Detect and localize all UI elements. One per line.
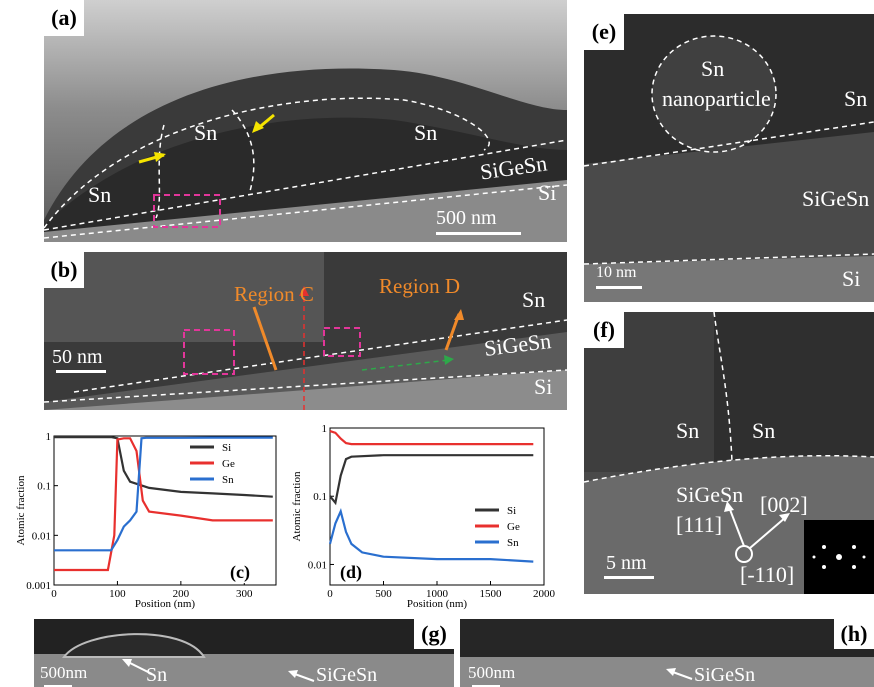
series-line-ge — [329, 430, 534, 446]
panel-a: (a) Sn Sn Sn SiGeSn Si 500 nm — [44, 0, 567, 242]
panel-a-scale-text: 500 nm — [436, 207, 497, 229]
label-sn: Sn — [844, 86, 868, 111]
label-sigesn: SiGeSn — [676, 482, 744, 507]
label-sn-right: Sn — [752, 418, 776, 443]
panel-g: (g) 500nm Sn SiGeSn — [34, 619, 454, 687]
y-axis-label: Atomic fraction — [291, 471, 303, 541]
panel-e-scale-text: 10 nm — [596, 264, 637, 281]
label-111: [111] — [676, 512, 723, 537]
label-nanoparticle: nanoparticle — [662, 86, 771, 111]
y-tick-label: 0.1 — [313, 491, 327, 503]
legend-label: Sn — [222, 474, 234, 486]
label-sn-mid: Sn — [194, 120, 218, 145]
panel-h: (h) 500nm SiGeSn — [460, 619, 874, 687]
chart-d-svg: 0 500 1000 1500 2000 0.01 0.1 1 Position (nm) Ato… — [291, 423, 556, 610]
chart-tag-bg — [336, 561, 372, 583]
x-tick-label: 0 — [327, 588, 333, 600]
x-tick-label: 1500 — [480, 588, 503, 600]
panel-a-image — [44, 68, 567, 242]
x-tick-label: 1000 — [426, 588, 449, 600]
label-sn-np: Sn — [701, 56, 725, 81]
panel-b-scalebar — [56, 370, 106, 373]
series-line-si — [54, 436, 273, 498]
x-tick-label: 100 — [109, 588, 126, 600]
chart-d: 0 500 1000 1500 2000 0.01 0.1 1 Position (nm) Ato… — [290, 420, 570, 617]
panel-b-scale-text: 50 nm — [52, 346, 103, 368]
y-tick-label: 1 — [46, 431, 52, 443]
x-tick-label: 200 — [173, 588, 190, 600]
label-sn-left: Sn — [676, 418, 700, 443]
label-si: Si — [842, 266, 861, 291]
chart-c: 0 100 200 300 0.001 0.01 0.1 1 Position (nm) Atom… — [0, 420, 290, 617]
panel-h-tag: (h) — [834, 619, 874, 649]
label-sigesn: SiGeSn — [316, 664, 378, 686]
y-tick-label: 0.001 — [26, 580, 51, 592]
panel-f-image — [584, 312, 874, 594]
x-tick-label: 300 — [236, 588, 253, 600]
y-tick-label: 0.01 — [32, 530, 51, 542]
chart-tag: (c) — [230, 562, 250, 583]
panel-e-image — [584, 14, 874, 302]
legend-label: Ge — [507, 521, 520, 533]
series-line-ge — [54, 437, 273, 572]
chart-c-svg: 0 100 200 300 0.001 0.01 0.1 1 Position (nm) Atom… — [15, 431, 277, 610]
panel-b: (b) Region C Region D Sn SiGeSn Si 50 nm — [44, 252, 567, 410]
label-sn: Sn — [522, 287, 546, 312]
series-line-sn — [54, 436, 273, 552]
panel-g-image — [34, 619, 454, 687]
label-sigesn: SiGeSn — [802, 186, 870, 211]
y-tick-label: 0.1 — [37, 481, 51, 493]
panel-g-scalebar — [44, 685, 72, 687]
panel-h-scalebar — [472, 685, 500, 687]
label-110: [-110] — [740, 562, 795, 587]
panel-g-tag: (g) — [414, 619, 454, 649]
x-axis-label: Position (nm) — [135, 598, 196, 610]
panel-f: (f) Sn Sn SiGeSn [111] [002] [-110] 5 nm — [584, 312, 874, 594]
panel-e-scalebar — [596, 286, 642, 289]
series-line-sn — [328, 508, 534, 563]
chart-tag-bg — [226, 561, 262, 583]
panel-g-scale-text: 500nm — [40, 663, 88, 682]
x-tick-label: 2000 — [533, 588, 556, 600]
legend-label: Si — [507, 505, 516, 517]
panel-e: (e) Sn nanoparticle Sn SiGeSn Si 10 nm — [584, 14, 874, 302]
label-region-c: Region C — [234, 282, 314, 306]
panel-a-tag: (a) — [44, 0, 84, 36]
label-sn-right: Sn — [414, 120, 438, 145]
y-axis-label: Atomic fraction — [15, 475, 27, 545]
panel-b-tag: (b) — [44, 252, 84, 288]
y-tick-label: 0.01 — [308, 559, 327, 571]
panel-e-tag: (e) — [584, 14, 624, 50]
panel-f-scalebar — [604, 576, 654, 579]
chart-tag: (d) — [340, 562, 362, 583]
label-002: [002] — [760, 492, 808, 517]
panel-a-scalebar — [436, 232, 521, 235]
x-tick-label: 500 — [375, 588, 392, 600]
legend-label: Si — [222, 442, 231, 454]
plot-frame — [53, 435, 277, 586]
legend-label: Ge — [222, 458, 235, 470]
panel-b-image — [44, 252, 567, 410]
label-region-d: Region D — [379, 274, 461, 298]
label-si: Si — [534, 374, 553, 399]
legend-label: Sn — [507, 537, 519, 549]
panel-h-scale-text: 500nm — [468, 663, 516, 682]
panel-f-tag: (f) — [584, 312, 624, 348]
x-axis-label: Position (nm) — [407, 598, 468, 610]
label-si: Si — [538, 180, 557, 205]
y-tick-label: 1 — [322, 423, 328, 435]
x-tick-label: 0 — [51, 588, 57, 600]
label-sn: Sn — [146, 664, 168, 686]
series-line-si — [329, 454, 534, 506]
panel-h-image — [460, 619, 874, 687]
label-sigesn: SiGeSn — [694, 664, 756, 686]
label-sn-left: Sn — [88, 182, 112, 207]
panel-f-scale-text: 5 nm — [606, 552, 647, 574]
